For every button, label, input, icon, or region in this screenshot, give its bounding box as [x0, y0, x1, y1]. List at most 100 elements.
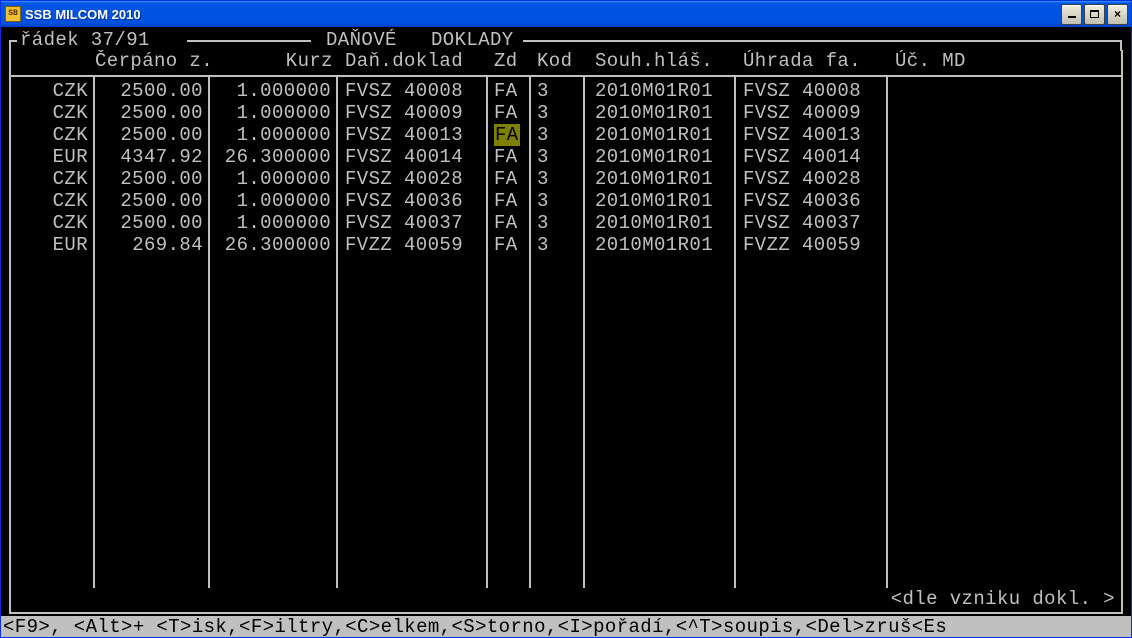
cell-uhr: FVSZ 40008 — [736, 80, 888, 102]
col-zd: Zd — [488, 50, 531, 72]
table-row[interactable]: CZK2500.001.000000FVSZ 40037FA32010M01R0… — [11, 212, 1121, 234]
empty-rows — [11, 256, 1121, 588]
cell-zd: FA — [488, 234, 531, 256]
cell-amount: 4347.92 — [95, 146, 210, 168]
cell-doc: FVSZ 40008 — [338, 80, 488, 102]
cell-zd: FA — [488, 124, 531, 146]
cell-kod: 3 — [531, 124, 585, 146]
app-window: SB SSB MILCOM 2010 × řádek 37/91 DAŇOVÉ … — [0, 0, 1132, 638]
table-row[interactable]: EUR269.8426.300000FVZZ 40059FA32010M01R0… — [11, 234, 1121, 256]
col-uc: Úč. MD — [888, 50, 1121, 72]
cell-doc: FVSZ 40037 — [338, 212, 488, 234]
cell-rate: 1.000000 — [210, 168, 338, 190]
cell-uhr: FVSZ 40037 — [736, 212, 888, 234]
minimize-button[interactable] — [1061, 4, 1082, 25]
cell-doc: FVSZ 40014 — [338, 146, 488, 168]
cell-amount: 2500.00 — [95, 168, 210, 190]
cell-uhr: FVZZ 40059 — [736, 234, 888, 256]
cell-currency: CZK — [11, 168, 95, 190]
cell-uc — [888, 80, 1121, 102]
frame-header: řádek 37/91 DAŇOVÉ DOKLADY — [1, 29, 1131, 51]
cell-uc — [888, 234, 1121, 256]
cell-currency: CZK — [11, 80, 95, 102]
table-row[interactable]: CZK2500.001.000000FVSZ 40036FA32010M01R0… — [11, 190, 1121, 212]
frame-bottom — [9, 608, 1123, 614]
maximize-button[interactable] — [1084, 4, 1105, 25]
table-row[interactable]: CZK2500.001.000000FVSZ 40013FA32010M01R0… — [11, 124, 1121, 146]
table-row[interactable]: EUR4347.9226.300000FVSZ 40014FA32010M01R… — [11, 146, 1121, 168]
header-separator — [11, 72, 1121, 80]
cell-rate: 26.300000 — [210, 146, 338, 168]
cell-sh: 2010M01R01 — [585, 190, 736, 212]
app-icon: SB — [5, 6, 21, 22]
cell-currency: CZK — [11, 124, 95, 146]
titlebar[interactable]: SB SSB MILCOM 2010 × — [1, 1, 1131, 27]
col-uhr: Úhrada fa. — [736, 50, 888, 72]
cell-doc: FVSZ 40036 — [338, 190, 488, 212]
cell-rate: 1.000000 — [210, 212, 338, 234]
cell-amount: 2500.00 — [95, 102, 210, 124]
frame-title-1: DAŇOVÉ — [326, 29, 397, 51]
cell-amount: 2500.00 — [95, 190, 210, 212]
cell-rate: 26.300000 — [210, 234, 338, 256]
col-currency — [11, 50, 95, 72]
cell-currency: CZK — [11, 212, 95, 234]
cell-uc — [888, 168, 1121, 190]
cell-doc: FVSZ 40013 — [338, 124, 488, 146]
cell-zd: FA — [488, 168, 531, 190]
table-row[interactable]: CZK2500.001.000000FVSZ 40009FA32010M01R0… — [11, 102, 1121, 124]
cell-uhr: FVSZ 40013 — [736, 124, 888, 146]
cell-amount: 2500.00 — [95, 212, 210, 234]
col-amount: Čerpáno z. — [95, 50, 210, 72]
cell-doc: FVZZ 40059 — [338, 234, 488, 256]
window-buttons: × — [1061, 4, 1128, 25]
cell-doc: FVSZ 40009 — [338, 102, 488, 124]
cell-currency: EUR — [11, 234, 95, 256]
cell-sh: 2010M01R01 — [585, 168, 736, 190]
cell-sh: 2010M01R01 — [585, 102, 736, 124]
col-kod: Kod — [531, 50, 585, 72]
cell-uc — [888, 146, 1121, 168]
cell-sh: 2010M01R01 — [585, 212, 736, 234]
table-row[interactable]: CZK2500.001.000000FVSZ 40008FA32010M01R0… — [11, 80, 1121, 102]
table: Čerpáno z. Kurz Daň.doklad Zd Kod Souh.h… — [9, 50, 1123, 610]
cell-kod: 3 — [531, 102, 585, 124]
terminal-area: řádek 37/91 DAŇOVÉ DOKLADY Čerpáno z. Ku… — [1, 27, 1131, 637]
close-button[interactable]: × — [1107, 4, 1128, 25]
cell-doc: FVSZ 40028 — [338, 168, 488, 190]
cell-amount: 269.84 — [95, 234, 210, 256]
cell-uc — [888, 124, 1121, 146]
cell-rate: 1.000000 — [210, 80, 338, 102]
cell-amount: 2500.00 — [95, 124, 210, 146]
cell-zd: FA — [488, 190, 531, 212]
window-title: SSB MILCOM 2010 — [25, 7, 1061, 22]
cell-zd: FA — [488, 146, 531, 168]
cell-sh: 2010M01R01 — [585, 80, 736, 102]
col-sh: Souh.hláš. — [585, 50, 736, 72]
cell-kod: 3 — [531, 80, 585, 102]
col-doc: Daň.doklad — [338, 50, 488, 72]
table-header: Čerpáno z. Kurz Daň.doklad Zd Kod Souh.h… — [11, 50, 1121, 72]
cell-kod: 3 — [531, 234, 585, 256]
frame-title-2: DOKLADY — [431, 29, 514, 51]
cell-uhr: FVSZ 40028 — [736, 168, 888, 190]
cell-currency: CZK — [11, 102, 95, 124]
cell-sh: 2010M01R01 — [585, 146, 736, 168]
cell-uc — [888, 212, 1121, 234]
cell-kod: 3 — [531, 212, 585, 234]
row-indicator: řádek 37/91 — [20, 29, 150, 51]
cell-zd: FA — [488, 80, 531, 102]
cell-sh: 2010M01R01 — [585, 234, 736, 256]
cell-uhr: FVSZ 40014 — [736, 146, 888, 168]
cell-kod: 3 — [531, 168, 585, 190]
cell-uhr: FVSZ 40009 — [736, 102, 888, 124]
cell-currency: EUR — [11, 146, 95, 168]
cell-rate: 1.000000 — [210, 190, 338, 212]
cell-zd: FA — [488, 102, 531, 124]
cell-kod: 3 — [531, 146, 585, 168]
cell-rate: 1.000000 — [210, 124, 338, 146]
col-rate: Kurz — [210, 50, 338, 72]
cell-zd: FA — [488, 212, 531, 234]
table-row[interactable]: CZK2500.001.000000FVSZ 40028FA32010M01R0… — [11, 168, 1121, 190]
cell-rate: 1.000000 — [210, 102, 338, 124]
